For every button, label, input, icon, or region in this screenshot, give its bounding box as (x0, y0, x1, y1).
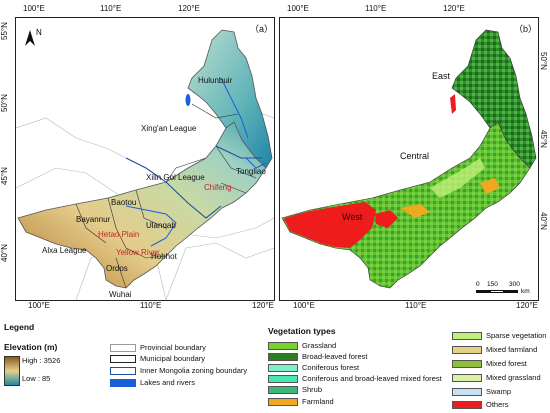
rivers (125, 77, 267, 247)
panel-a-label: （a） (250, 24, 274, 34)
scale-tick-0: 0 (476, 281, 480, 288)
label-ordos: Ordos (106, 264, 128, 273)
north-arrow-label: N (36, 28, 42, 37)
label-bayannur: Bayannur (76, 215, 111, 224)
label-baotou: Baotou (111, 198, 137, 207)
veg-mixed-grassland-swatch (452, 374, 482, 383)
veg-mixed-farmland: Mixed farmland (452, 345, 537, 355)
tick-lon-top-a-1: 100°E (23, 4, 45, 13)
veg-mixed-farmland-swatch (452, 346, 482, 355)
tick-lon-bot-a-1: 100°E (28, 301, 50, 310)
scale-tick-300: 300 (509, 281, 520, 288)
legend-title: Legend (4, 322, 35, 332)
veg-swamp-swatch (452, 388, 482, 397)
legend-provincial-boundary: Provincial boundary (110, 343, 206, 353)
veg-broad-leaved: Broad-leaved forest (268, 352, 367, 362)
elevation-low: Low : 85 (22, 374, 51, 383)
vegetation-main-region (281, 117, 531, 289)
tick-lat-a-4: 40°N (0, 244, 9, 262)
map-panel-b: （b） East Central West 0 150 300 km (279, 17, 539, 301)
tick-lon-bot-b-3: 120°E (516, 301, 538, 310)
scale-unit: km (521, 288, 530, 295)
municipal-boundaries (75, 103, 257, 289)
veg-sparse-swatch (452, 332, 482, 341)
lake (185, 94, 191, 106)
veg-coniferous-swatch (268, 364, 298, 373)
label-ulanqab: Ulanqab (146, 221, 176, 230)
veg-mixed-coniferous-swatch (268, 375, 298, 384)
inner-mongolia-region (17, 117, 267, 289)
tick-lat-a-1: 55°N (0, 22, 9, 40)
veg-mixed-coniferous: Coniferous and broad-leaved mixed forest (268, 374, 442, 384)
tick-lon-top-a-3: 120°E (178, 4, 200, 13)
label-hetao-plain: Hetao Plain (98, 230, 140, 239)
scale-bar: 0 150 300 km (476, 281, 536, 298)
vegetation-map (281, 29, 537, 289)
elevation-gradient-bar (4, 356, 20, 386)
veg-farmland: Farmland (268, 397, 334, 407)
tick-lat-b-2: 45°N (539, 130, 548, 148)
label-hulunbuir: Hulunbuir (198, 76, 233, 85)
veg-grassland: Grassland (268, 341, 336, 351)
veg-coniferous: Coniferous forest (268, 363, 359, 373)
elevation-high: High : 3526 (22, 356, 61, 365)
map-panel-a: N （a） Hulunbuir Xing'an League Xilin Gol… (15, 17, 275, 301)
legend-zoning-boundary: Inner Mongolia zoning boundary (110, 366, 247, 376)
hulunbuir-region (187, 29, 273, 169)
veg-others-swatch (452, 401, 482, 410)
veg-farmland-swatch (268, 398, 298, 407)
zoning-boundaries (125, 145, 262, 219)
farmland-patches (400, 204, 430, 218)
panel-b-label: （b） (514, 24, 538, 34)
tick-lon-bot-a-3: 120°E (252, 301, 274, 310)
veg-sparse: Sparse vegetation (452, 331, 546, 341)
elevation-title: Elevation (m) (4, 342, 58, 352)
veg-mixed-forest-swatch (452, 360, 482, 369)
tick-lon-top-a-2: 110°E (100, 4, 122, 13)
label-alxa: Alxa League (42, 246, 87, 255)
veg-broad-leaved-swatch (268, 353, 298, 362)
scale-tick-150: 150 (487, 281, 498, 288)
elevation-map (16, 29, 274, 300)
veg-others: Others (452, 400, 509, 410)
legend-lakes-rivers: Lakes and rivers (110, 378, 195, 388)
provincial-boundary-swatch (110, 344, 136, 353)
label-xingan: Xing'an League (141, 124, 197, 133)
tick-lat-a-2: 50°N (0, 94, 9, 112)
legend-municipal-boundary: Municipal boundary (110, 354, 205, 364)
label-chifeng: Chifeng (204, 183, 232, 192)
veg-grassland-swatch (268, 342, 298, 351)
veg-mixed-forest: Mixed forest (452, 359, 527, 369)
tick-lon-bot-b-2: 110°E (405, 301, 427, 310)
tick-lat-b-3: 40°N (539, 212, 548, 230)
tick-lon-top-b-3: 120°E (443, 4, 465, 13)
north-arrow-icon: N (22, 28, 42, 48)
others-region (284, 202, 376, 248)
label-wuhai: Wuhai (109, 290, 132, 299)
tick-lon-top-b-2: 110°E (365, 4, 387, 13)
tick-lat-a-3: 45°N (0, 167, 9, 185)
tick-lat-b-1: 50°N (539, 52, 548, 70)
label-xilingol: Xilin Gol League (146, 173, 205, 182)
tick-lon-top-b-1: 100°E (287, 4, 309, 13)
zoning-boundary-swatch (110, 367, 136, 376)
veg-swamp: Swamp (452, 387, 511, 397)
veg-shrub-swatch (268, 386, 298, 395)
vegetation-east-region (451, 29, 537, 169)
vegetation-title: Vegetation types (268, 326, 336, 336)
municipal-boundary-swatch (110, 355, 136, 364)
tick-lon-bot-a-2: 110°E (140, 301, 162, 310)
label-central: Central (400, 151, 430, 161)
veg-mixed-grassland: Mixed grassland (452, 373, 541, 383)
lakes-rivers-swatch (110, 379, 136, 388)
tick-lon-bot-b-1: 100°E (293, 301, 315, 310)
label-hohhot: Hohhot (151, 252, 177, 261)
label-west: West (342, 212, 363, 222)
label-yellow-river: Yellow River (116, 248, 160, 257)
label-tongliao: Tongliao (236, 167, 266, 176)
label-east: East (432, 71, 451, 81)
veg-shrub: Shrub (268, 385, 322, 395)
